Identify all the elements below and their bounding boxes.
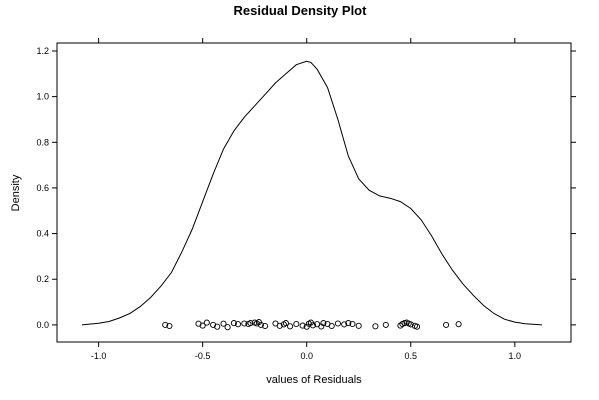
density-curve [81, 60, 542, 326]
residual-point [230, 320, 237, 327]
x-tick-label: 0.0 [300, 351, 313, 361]
residual-point [372, 323, 379, 330]
chart-title: Residual Density Plot [234, 3, 368, 18]
residual-point [349, 320, 356, 328]
residual-point [203, 319, 210, 326]
residual-point [407, 321, 414, 328]
y-tick-label: 0.2 [36, 274, 49, 284]
residual-point [345, 320, 352, 327]
x-tick-label: 1.0 [509, 351, 522, 361]
x-tick-label: -0.5 [195, 351, 211, 361]
residual-point [320, 320, 327, 327]
residual-point [282, 320, 289, 327]
residual-point [247, 320, 254, 327]
residual-point [328, 322, 335, 330]
x-tick-label: -1.0 [91, 351, 107, 361]
residual-point [166, 322, 173, 330]
residual-point [199, 322, 206, 329]
y-tick-label: 0.4 [36, 229, 49, 239]
residual-point [334, 320, 341, 327]
y-tick-label: 0.6 [36, 183, 49, 193]
residual-point [257, 321, 264, 328]
y-axis-label: Density [10, 174, 22, 211]
x-axis-label: values of Residuals [266, 374, 362, 386]
residual-point [241, 320, 248, 327]
x-tick-label: 0.5 [405, 351, 418, 361]
residual-point [234, 321, 242, 328]
y-tick-label: 0.8 [36, 137, 49, 147]
residual-point [287, 323, 294, 330]
residual-point [382, 321, 389, 328]
residual-point [309, 322, 317, 329]
residual-point [443, 321, 450, 328]
residual-point [276, 322, 283, 329]
residual-point [455, 321, 462, 328]
residual-point [355, 322, 362, 329]
residual-point [341, 321, 348, 328]
residual-point [299, 322, 306, 329]
y-tick-label: 0.0 [36, 320, 49, 330]
residual-point [293, 320, 300, 328]
residual-point [214, 323, 221, 330]
residual-point [413, 323, 421, 330]
y-tick-label: 1.0 [36, 92, 49, 102]
residual-point [224, 324, 231, 331]
y-tick-label: 1.2 [36, 46, 49, 56]
plot-frame [56, 42, 572, 343]
residual-point [262, 322, 269, 330]
residual-point [162, 321, 169, 328]
residual-point [220, 320, 227, 327]
